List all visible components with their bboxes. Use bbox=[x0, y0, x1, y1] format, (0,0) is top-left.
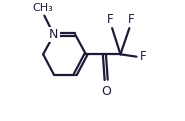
Text: N: N bbox=[49, 28, 58, 41]
Text: F: F bbox=[106, 13, 113, 26]
Text: F: F bbox=[128, 13, 134, 26]
Text: O: O bbox=[101, 85, 111, 98]
Text: CH₃: CH₃ bbox=[33, 3, 53, 13]
Text: F: F bbox=[139, 50, 146, 63]
